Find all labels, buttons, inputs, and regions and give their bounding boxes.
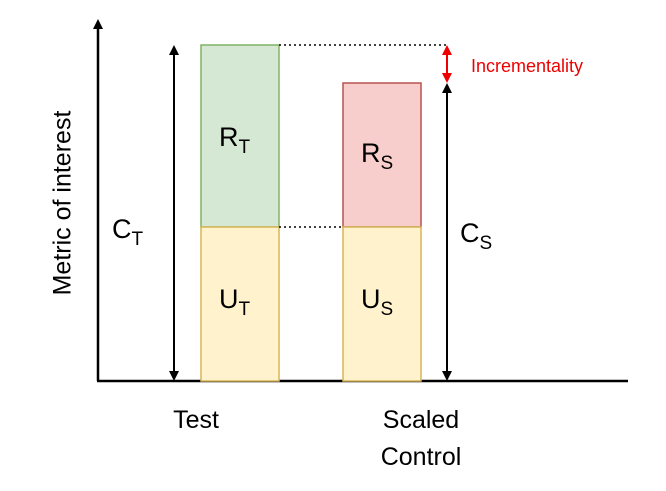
symbol-sub: S [381,153,394,174]
symbol-u-t: UT [219,284,251,320]
symbol-main: R [219,122,239,152]
symbol-main: C [460,218,480,248]
symbol-sub: T [132,229,144,250]
bar-r-s [342,82,422,228]
axis-label: Metric of interest [49,111,77,296]
bar-r-t [200,44,280,228]
symbol-main: C [112,214,132,244]
symbol-sub: T [239,137,251,158]
symbol-sub: T [239,299,251,320]
symbol-c-s: CS [460,218,492,254]
symbol-r-s: RS [361,138,393,174]
symbol-main: U [219,284,239,314]
symbol-u-s: US [361,284,393,320]
bar-u-t [200,226,280,382]
symbol-c-t: CT [112,214,144,250]
bar-u-s [342,226,422,382]
annotation: Incrementality [471,56,583,76]
x-label: Control [381,443,462,471]
symbol-main: R [361,138,381,168]
symbol-sub: S [480,233,493,254]
x-label: Test [173,406,219,434]
symbol-main: U [361,284,381,314]
symbol-sub: S [381,299,394,320]
x-label: Scaled [383,406,459,434]
symbol-r-t: RT [219,122,251,158]
